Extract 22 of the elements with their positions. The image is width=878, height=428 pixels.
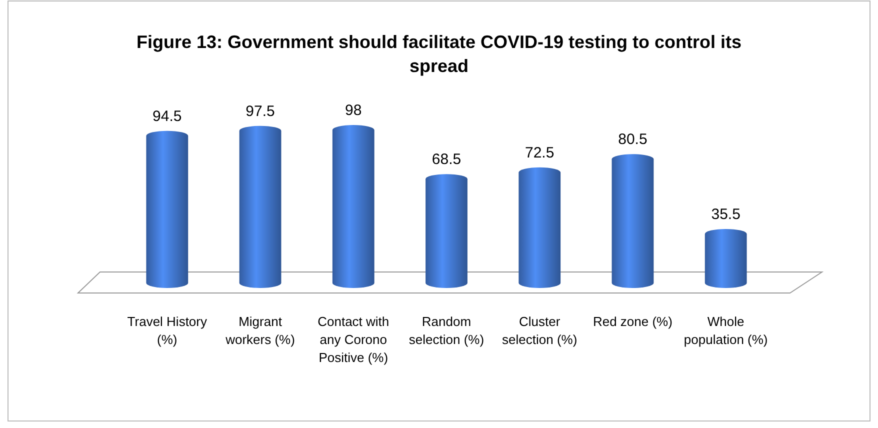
x-tick-label: Cluster selection (%) [502,314,578,347]
chart-title: Figure 13: Government should facilitate COVID-19 testing to control its spread [136,32,742,76]
data-label: 97.5 [246,102,275,120]
x-tick-label: Travel History (%) [127,314,208,347]
bar [146,130,188,288]
data-label: 68.5 [432,151,462,168]
data-label: 72.5 [525,144,554,162]
bar [518,167,561,288]
bar [704,228,747,288]
x-tick-label: Contact with any Corono Positive (%) [318,314,390,365]
data-label: 80.5 [618,131,648,148]
bar [426,174,468,288]
x-tick-label: Whole population (%) [684,314,768,347]
data-label: 35.5 [711,206,740,223]
bar [239,126,282,288]
bar [612,154,654,288]
data-label: 98 [345,102,362,119]
bar [332,125,374,288]
x-tick-label: Random selection (%) [408,314,484,347]
x-tick-label: Red zone (%) [592,314,672,329]
data-label: 94.5 [152,108,182,125]
x-tick-label: Migrant workers (%) [224,314,295,347]
